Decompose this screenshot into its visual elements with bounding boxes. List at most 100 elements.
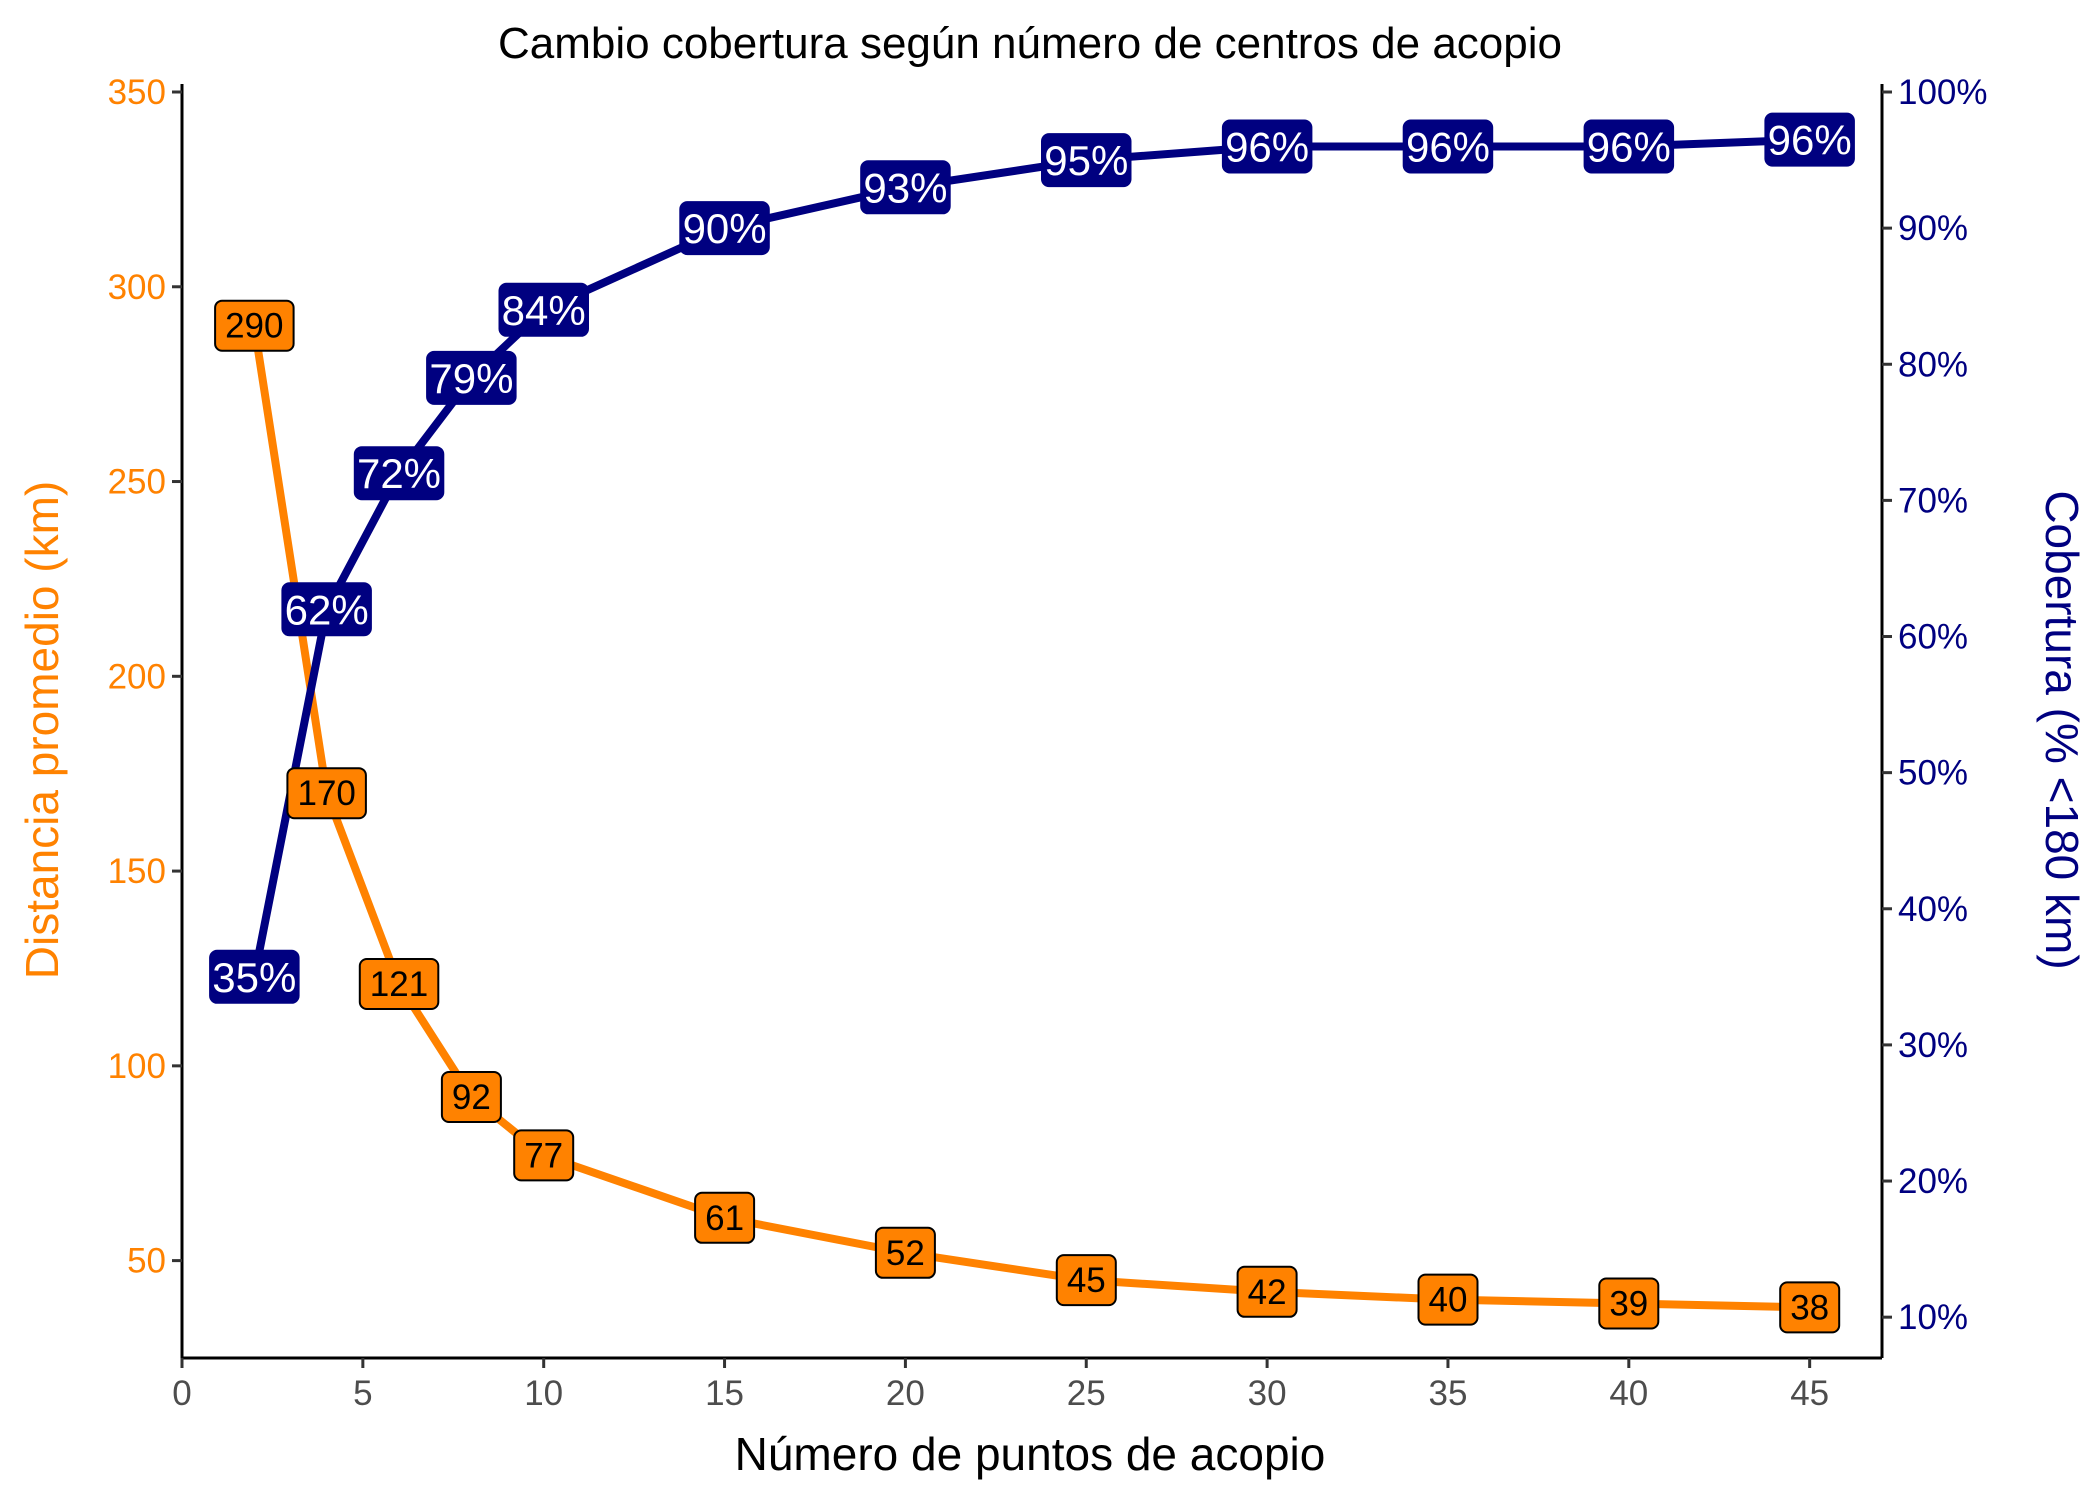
distance-label-text: 61 — [705, 1199, 744, 1238]
coverage-label: 35% — [209, 949, 300, 1004]
distance-label-text: 290 — [225, 307, 283, 346]
coverage-label: 95% — [1041, 133, 1132, 188]
data-labels: 290 170 121 92 77 61 52 45 42 40 39 38 35% 62% 72% 79% 8… — [209, 112, 1855, 1334]
distance-label-box — [1236, 1265, 1298, 1318]
y-right-tick-label: 40% — [1898, 890, 1968, 929]
coverage-label-text: 93% — [863, 164, 947, 211]
distance-label: 42 — [1236, 1265, 1298, 1318]
axes: 0 5 10 15 20 25 30 35 40 45 50 100 150 200 250 300 350 10… — [108, 73, 1988, 1413]
y-right-tick-label: 100% — [1898, 73, 1988, 112]
y-right-tick-label: 60% — [1898, 618, 1968, 657]
coverage-label-box — [1041, 133, 1132, 188]
coverage-label-text: 95% — [1044, 137, 1128, 184]
coverage-label: 96% — [1764, 112, 1855, 167]
coverage-label: 62% — [281, 582, 372, 637]
x-tick-label: 30 — [1248, 1374, 1287, 1413]
series-lines — [250, 135, 1814, 1312]
coverage-label-box — [209, 949, 300, 1004]
distance-label: 170 — [286, 767, 367, 820]
x-tick-label: 40 — [1609, 1374, 1648, 1413]
distance-label-text: 45 — [1067, 1261, 1106, 1300]
x-tick-label: 0 — [172, 1374, 191, 1413]
coverage-label-box — [353, 446, 445, 501]
distance-label: 39 — [1598, 1277, 1660, 1330]
coverage-label-box — [860, 160, 951, 215]
coverage-line — [250, 135, 1814, 981]
distance-label-box — [1417, 1273, 1479, 1326]
distance-label-box — [513, 1129, 575, 1182]
distance-label-text: 92 — [452, 1078, 491, 1117]
x-tick-label: 25 — [1067, 1374, 1106, 1413]
coverage-label: 84% — [498, 282, 589, 337]
coverage-label-text: 84% — [502, 287, 586, 334]
distance-label-box — [1055, 1254, 1117, 1307]
distance-label-text: 170 — [297, 774, 355, 813]
distance-label-box — [1779, 1281, 1841, 1334]
coverage-label: 79% — [426, 350, 517, 405]
coverage-label-box — [426, 350, 517, 405]
y-right-tick-label: 20% — [1898, 1162, 1968, 1201]
y-left-tick-label: 200 — [108, 657, 166, 696]
distance-label-text: 52 — [886, 1234, 925, 1273]
coverage-label-box — [1402, 119, 1494, 174]
y-left-tick-label: 150 — [108, 852, 166, 891]
distance-label: 40 — [1417, 1273, 1479, 1326]
distance-label: 77 — [513, 1129, 575, 1182]
coverage-label-text: 35% — [212, 954, 296, 1001]
coverage-label: 96% — [1402, 119, 1494, 174]
x-tick-label: 35 — [1428, 1374, 1467, 1413]
y-right-tick-label: 50% — [1898, 754, 1968, 793]
coverage-label-box — [1221, 119, 1313, 174]
distance-label-text: 77 — [524, 1136, 563, 1175]
x-axis-title: Número de puntos de acopio — [735, 1428, 1326, 1480]
distance-label: 52 — [874, 1226, 936, 1279]
distance-label: 38 — [1779, 1281, 1841, 1334]
distance-label-text: 40 — [1429, 1281, 1468, 1320]
y-left-tick-label: 300 — [108, 268, 166, 307]
y-right-tick-label: 30% — [1898, 1026, 1968, 1065]
x-tick-label: 10 — [524, 1374, 563, 1413]
coverage-label: 93% — [860, 160, 951, 215]
x-tick-label: 20 — [886, 1374, 925, 1413]
coverage-label-text: 62% — [285, 586, 369, 633]
coverage-label-box — [498, 282, 589, 337]
coverage-label: 90% — [679, 201, 770, 256]
distance-label-text: 121 — [370, 965, 428, 1004]
distance-label: 290 — [214, 299, 295, 352]
coverage-label-text: 79% — [429, 355, 513, 402]
distance-label: 61 — [694, 1191, 756, 1244]
distance-label-box — [286, 767, 367, 820]
coverage-label-box — [281, 582, 372, 637]
distance-label: 92 — [440, 1071, 502, 1123]
coverage-label-text: 96% — [1587, 124, 1671, 171]
distance-line — [250, 321, 1814, 1312]
coverage-label-text: 96% — [1768, 117, 1852, 164]
y-right-tick-label: 80% — [1898, 345, 1968, 384]
coverage-label-box — [1764, 112, 1855, 167]
distance-label-box — [694, 1191, 756, 1244]
y-right-axis-title: Cobertura (% <180 km) — [2036, 490, 2088, 969]
coverage-label-box — [1583, 119, 1675, 174]
y-right-tick-label: 70% — [1898, 481, 1968, 520]
coverage-label: 96% — [1221, 119, 1313, 174]
coverage-label-text: 72% — [357, 450, 441, 497]
x-tick-label: 5 — [353, 1374, 372, 1413]
coverage-label-text: 90% — [683, 205, 767, 252]
y-left-axis-title: Distancia promedio (km) — [16, 481, 68, 979]
distance-label-box — [874, 1226, 936, 1279]
distance-label-text: 42 — [1248, 1273, 1287, 1312]
coverage-label-box — [679, 201, 770, 256]
distance-label-box — [440, 1071, 502, 1123]
chart-title: Cambio cobertura según número de centros… — [498, 19, 1562, 68]
distance-label-box — [214, 299, 295, 352]
distance-label: 121 — [358, 958, 440, 1010]
y-left-tick-label: 50 — [127, 1242, 166, 1281]
y-left-tick-label: 350 — [108, 73, 166, 112]
x-tick-label: 45 — [1790, 1374, 1829, 1413]
coverage-label-text: 96% — [1406, 124, 1490, 171]
coverage-label: 96% — [1583, 119, 1675, 174]
y-right-tick-label: 90% — [1898, 209, 1968, 248]
coverage-label: 72% — [353, 446, 445, 501]
distance-label-box — [358, 958, 440, 1010]
